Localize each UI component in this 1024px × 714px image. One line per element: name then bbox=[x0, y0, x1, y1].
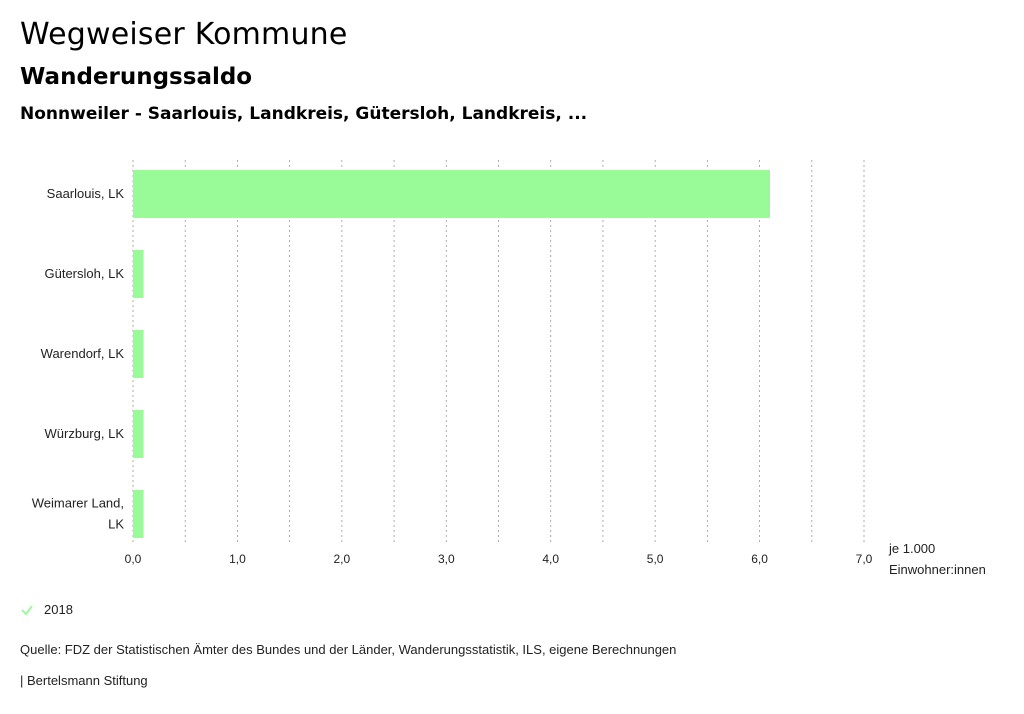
x-tick-label: 3,0 bbox=[438, 552, 455, 566]
x-tick-label: 6,0 bbox=[751, 552, 768, 566]
source-note: Quelle: FDZ der Statistischen Ämter des … bbox=[20, 642, 677, 657]
x-tick-label: 5,0 bbox=[647, 552, 664, 566]
legend-item-2018[interactable]: 2018 bbox=[20, 602, 73, 617]
page-title: Wegweiser Kommune bbox=[20, 17, 348, 52]
category-label: Gütersloh, LK bbox=[45, 266, 125, 281]
bar bbox=[133, 410, 144, 458]
x-tick-label: 4,0 bbox=[542, 552, 559, 566]
bar bbox=[133, 250, 144, 298]
x-tick-label: 7,0 bbox=[856, 552, 873, 566]
category-label: LK bbox=[108, 517, 124, 532]
category-label: Weimarer Land, bbox=[32, 496, 124, 511]
bar bbox=[133, 170, 771, 218]
bar bbox=[133, 490, 144, 538]
x-axis-unit-label: je 1.000 Einwohner:innen bbox=[889, 538, 1009, 580]
x-axis-unit-line-2: Einwohner:innen bbox=[889, 562, 986, 577]
x-tick-label: 0,0 bbox=[125, 552, 142, 566]
category-label: Würzburg, LK bbox=[45, 426, 125, 441]
bar bbox=[133, 330, 144, 378]
x-axis-unit-line-1: je 1.000 bbox=[889, 541, 936, 556]
chart-subtitle: Wanderungssaldo bbox=[20, 64, 253, 90]
region-selection: Nonnweiler - Saarlouis, Landkreis, Güter… bbox=[20, 104, 588, 124]
x-tick-label: 1,0 bbox=[229, 552, 246, 566]
legend-label: 2018 bbox=[44, 602, 73, 617]
credit-note: | Bertelsmann Stiftung bbox=[20, 673, 148, 688]
x-tick-label: 2,0 bbox=[334, 552, 351, 566]
check-icon bbox=[21, 604, 33, 616]
category-label: Saarlouis, LK bbox=[47, 186, 125, 201]
category-label: Warendorf, LK bbox=[41, 346, 125, 361]
